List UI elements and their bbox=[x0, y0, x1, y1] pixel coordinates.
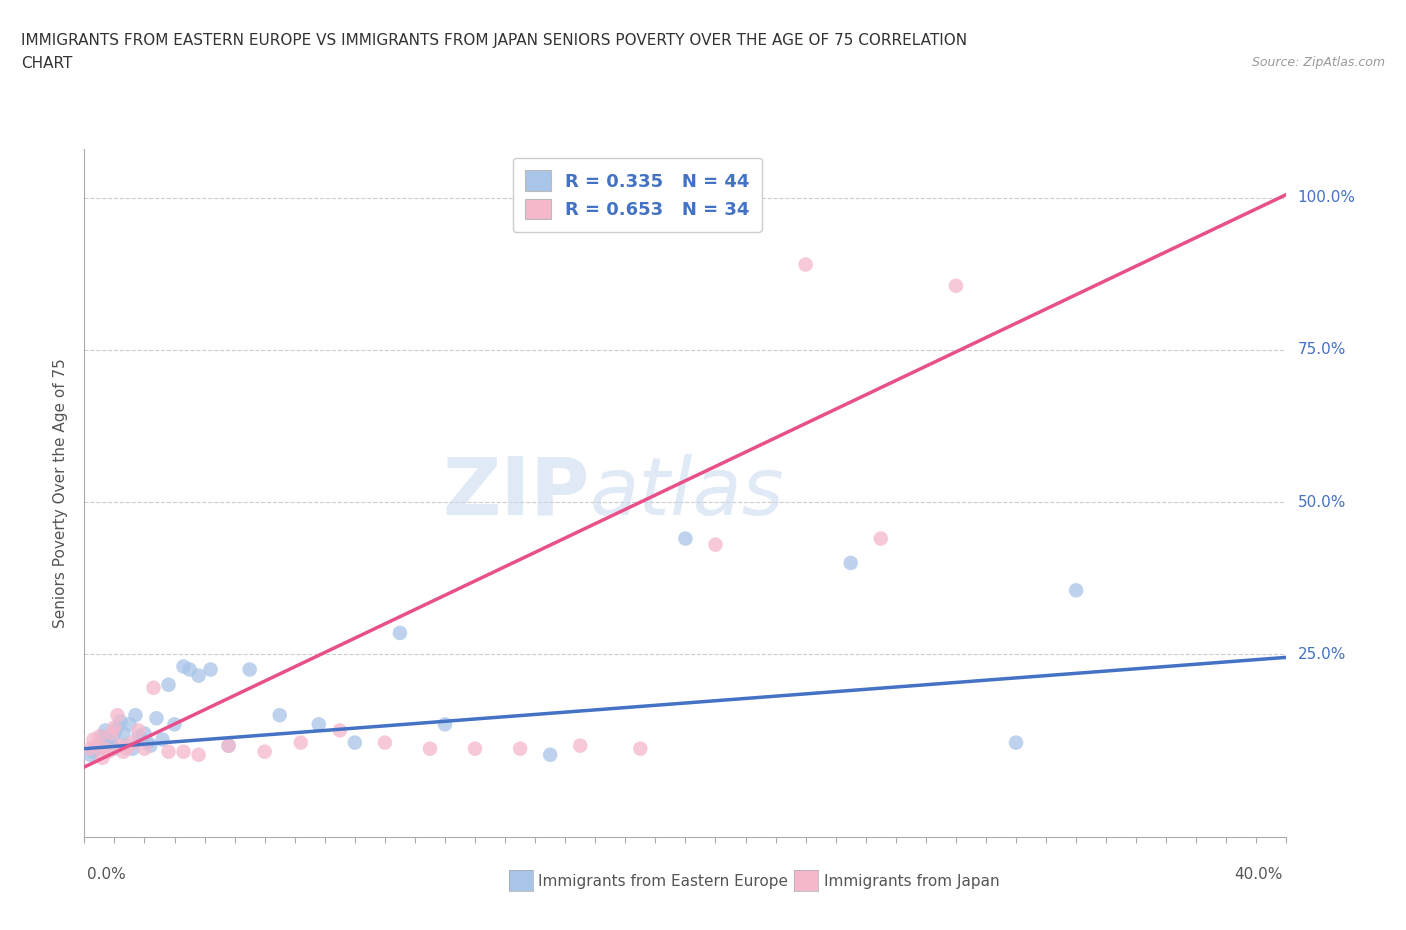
Point bbox=[434, 717, 457, 732]
Point bbox=[179, 662, 201, 677]
Point bbox=[839, 555, 862, 570]
Point bbox=[290, 735, 312, 750]
Point bbox=[173, 659, 195, 674]
Point bbox=[509, 741, 531, 756]
Text: 0.0%: 0.0% bbox=[87, 867, 127, 882]
Point bbox=[134, 741, 156, 756]
Point bbox=[110, 738, 132, 753]
Point bbox=[94, 723, 117, 737]
Point bbox=[869, 531, 891, 546]
Text: Source: ZipAtlas.com: Source: ZipAtlas.com bbox=[1251, 56, 1385, 69]
Point bbox=[142, 681, 165, 696]
Point bbox=[269, 708, 291, 723]
Point bbox=[374, 735, 396, 750]
Point bbox=[464, 741, 486, 756]
Text: 100.0%: 100.0% bbox=[1298, 190, 1355, 205]
Point bbox=[187, 748, 209, 763]
Point bbox=[121, 735, 143, 750]
Legend: R = 0.335   N = 44, R = 0.653   N = 34: R = 0.335 N = 44, R = 0.653 N = 34 bbox=[513, 158, 762, 232]
Point bbox=[79, 748, 101, 763]
Point bbox=[103, 726, 125, 741]
Point bbox=[200, 662, 222, 677]
Text: Immigrants from Japan: Immigrants from Japan bbox=[824, 874, 1000, 889]
Point bbox=[103, 741, 125, 756]
Text: CHART: CHART bbox=[21, 56, 73, 71]
Point bbox=[704, 538, 727, 552]
Point bbox=[97, 744, 120, 759]
Point bbox=[139, 738, 162, 753]
Point bbox=[91, 729, 114, 744]
Point bbox=[388, 626, 411, 641]
Point bbox=[343, 735, 366, 750]
Point bbox=[118, 717, 141, 732]
Point bbox=[97, 732, 120, 747]
Point bbox=[675, 531, 697, 546]
Point bbox=[100, 735, 122, 750]
Point bbox=[136, 735, 159, 750]
Point bbox=[1005, 735, 1028, 750]
Point bbox=[419, 741, 441, 756]
Text: Immigrants from Eastern Europe: Immigrants from Eastern Europe bbox=[538, 874, 789, 889]
Point bbox=[127, 723, 149, 737]
Point bbox=[187, 668, 209, 683]
Point bbox=[945, 278, 967, 293]
Point bbox=[112, 726, 135, 741]
Point bbox=[107, 720, 129, 735]
Point bbox=[89, 729, 111, 744]
Point bbox=[110, 714, 132, 729]
Point bbox=[94, 741, 117, 756]
Point bbox=[145, 711, 167, 725]
Point bbox=[107, 708, 129, 723]
Point bbox=[157, 677, 180, 692]
Point bbox=[127, 729, 149, 744]
Point bbox=[86, 741, 108, 756]
Text: 75.0%: 75.0% bbox=[1298, 342, 1346, 357]
Point bbox=[115, 738, 138, 753]
Point bbox=[628, 741, 651, 756]
Point bbox=[308, 717, 330, 732]
Point bbox=[82, 732, 104, 747]
Point bbox=[173, 744, 195, 759]
Point bbox=[218, 738, 240, 753]
Point bbox=[124, 708, 146, 723]
Point bbox=[794, 257, 817, 272]
Point bbox=[112, 744, 135, 759]
Point bbox=[239, 662, 262, 677]
Point bbox=[131, 732, 153, 747]
Point bbox=[115, 741, 138, 756]
Point bbox=[329, 723, 352, 737]
Y-axis label: Seniors Poverty Over the Age of 75: Seniors Poverty Over the Age of 75 bbox=[53, 358, 69, 628]
Point bbox=[103, 720, 125, 735]
Point bbox=[218, 738, 240, 753]
Point bbox=[134, 726, 156, 741]
Point bbox=[86, 738, 108, 753]
Point bbox=[100, 726, 122, 741]
Point bbox=[79, 741, 101, 756]
Point bbox=[91, 735, 114, 750]
Text: atlas: atlas bbox=[589, 454, 785, 532]
Point bbox=[569, 738, 592, 753]
Text: ZIP: ZIP bbox=[441, 454, 589, 532]
Point bbox=[94, 741, 117, 756]
Text: IMMIGRANTS FROM EASTERN EUROPE VS IMMIGRANTS FROM JAPAN SENIORS POVERTY OVER THE: IMMIGRANTS FROM EASTERN EUROPE VS IMMIGR… bbox=[21, 33, 967, 47]
Text: 50.0%: 50.0% bbox=[1298, 495, 1346, 510]
Point bbox=[82, 744, 104, 759]
Point bbox=[152, 732, 174, 747]
Text: 40.0%: 40.0% bbox=[1234, 867, 1282, 882]
Text: 25.0%: 25.0% bbox=[1298, 646, 1346, 662]
Point bbox=[157, 744, 180, 759]
Point bbox=[121, 741, 143, 756]
Point bbox=[89, 738, 111, 753]
Point bbox=[538, 748, 561, 763]
Point bbox=[163, 717, 186, 732]
Point bbox=[253, 744, 276, 759]
Point bbox=[1064, 583, 1087, 598]
Point bbox=[91, 751, 114, 765]
